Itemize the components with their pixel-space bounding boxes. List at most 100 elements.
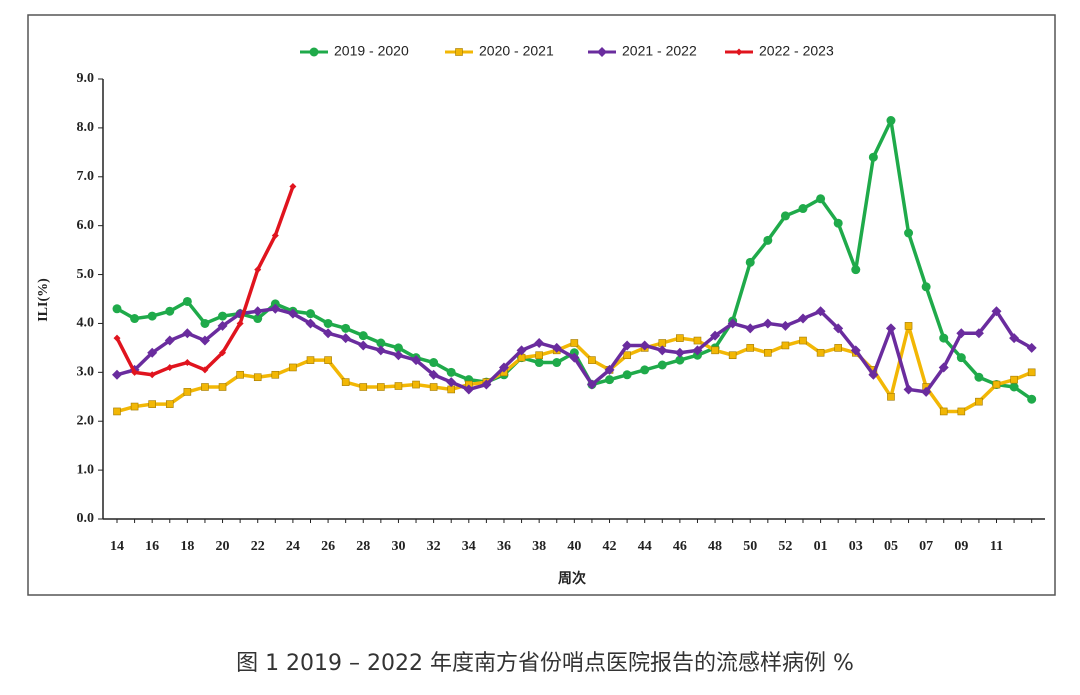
x-tick-label: 16 [145,539,159,554]
x-tick-label: 28 [356,539,370,554]
point [745,257,755,267]
point [834,344,842,352]
legend-label: 2019 - 2020 [334,43,409,59]
point [271,231,279,239]
point [938,362,949,373]
x-tick-label: 30 [391,539,405,554]
point [569,352,580,363]
legend-item: 2020 - 2021 [445,43,554,59]
point [904,228,914,238]
point [623,351,631,360]
point [1027,368,1036,377]
x-tick-label: 34 [462,539,476,554]
point [973,328,984,339]
x-tick-label: 42 [603,539,617,554]
point [289,363,297,372]
legend-item: 2019 - 2020 [300,43,409,59]
y-tick-label: 1.0 [77,462,95,477]
point [201,383,209,391]
point [622,370,632,380]
point [446,367,456,377]
point [147,347,158,358]
point [674,347,685,358]
point [535,351,543,360]
point [816,348,825,357]
point [657,360,667,370]
legend-marker [597,47,607,57]
x-tick-label: 11 [990,539,1003,554]
legend-item: 2022 - 2023 [725,43,834,59]
point [1027,394,1037,404]
point [815,306,826,317]
point [164,335,175,346]
chart-frame [27,14,1056,596]
point [182,296,192,306]
point [358,331,368,341]
point [992,380,1001,389]
point [711,346,719,355]
point [781,341,790,350]
point [745,323,756,334]
point [130,402,139,411]
point [974,372,984,382]
point [412,380,420,389]
point [904,322,913,330]
point [727,318,738,329]
point [939,333,949,343]
point [1009,333,1020,344]
x-tick-label: 05 [884,539,898,554]
point [851,265,861,275]
point [763,235,773,245]
point [199,335,210,346]
point [182,328,193,339]
legend-marker [309,47,319,57]
x-axis-label: 周次 [558,570,586,587]
point [640,365,650,375]
point [428,369,439,380]
point [516,345,527,356]
point [411,355,422,366]
point [604,364,615,375]
point [340,333,351,344]
point [183,359,191,367]
point [305,318,316,329]
x-tick-label: 07 [919,539,933,554]
point [957,407,966,416]
point [921,282,931,292]
x-tick-label: 50 [743,539,757,554]
point [218,383,227,391]
y-axis-label: ILI(%) [36,278,51,322]
x-tick-label: 22 [251,539,265,554]
point [253,373,262,382]
point [850,345,861,356]
point [903,384,914,395]
legend-item: 2021 - 2022 [588,43,697,59]
point [341,323,351,333]
x-tick-label: 32 [427,539,441,554]
point [148,400,156,408]
legend-marker [455,48,463,56]
x-tick-label: 18 [180,539,194,554]
point [991,306,1002,317]
point [886,116,896,126]
point [377,383,385,391]
point [429,358,439,368]
point [289,183,297,191]
point [394,382,403,390]
point [534,338,545,348]
legend-label: 2020 - 2021 [479,43,554,59]
y-tick-label: 5.0 [77,267,95,282]
point [833,218,843,228]
x-tick-label: 40 [567,539,581,554]
point [622,340,633,351]
caption: 图 1 2019 – 2022 年度南方省份哨点医院报告的流感样病例 % [236,651,854,676]
point [393,343,403,353]
x-tick-label: 38 [532,539,546,554]
point [534,358,544,368]
point [975,397,983,406]
point [358,340,369,351]
series-line [115,185,295,377]
point [675,355,685,365]
